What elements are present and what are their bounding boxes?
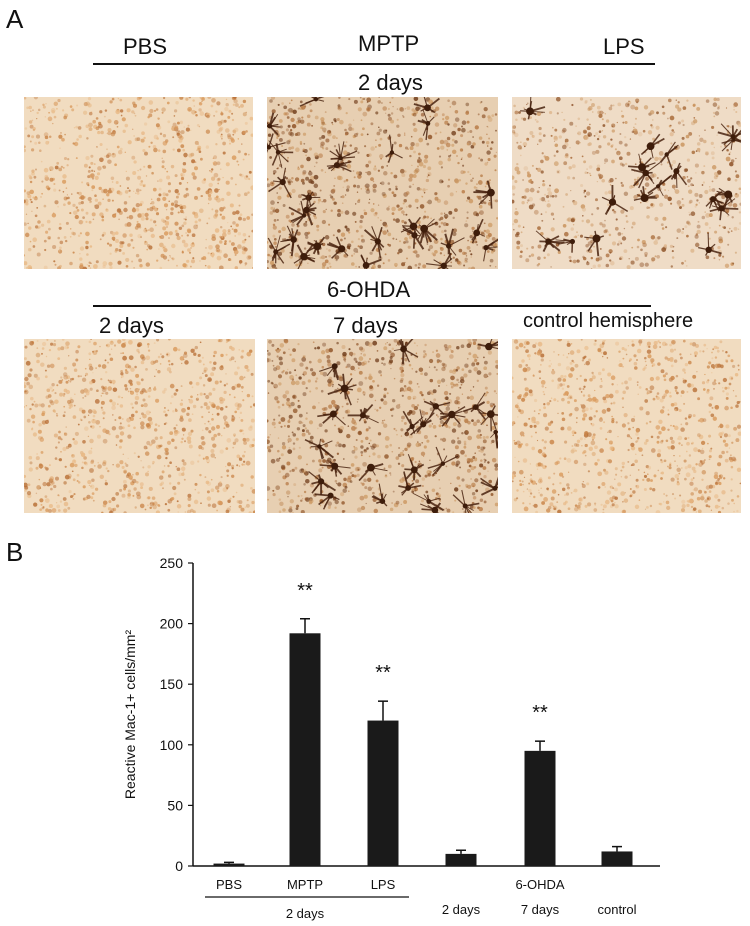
row2-group-label: 6-OHDA bbox=[327, 277, 411, 302]
category-label-3: 2 days bbox=[442, 902, 481, 917]
micrograph-lps-2days bbox=[512, 97, 741, 269]
y-tick-label: 150 bbox=[160, 676, 184, 692]
y-tick-label: 50 bbox=[167, 797, 183, 813]
group-label-2days: 2 days bbox=[286, 906, 325, 921]
bar-0 bbox=[213, 863, 245, 866]
row1-header-rule bbox=[93, 63, 655, 65]
y-axis-label: Reactive Mac-1+ cells/mm² bbox=[122, 630, 138, 800]
category-label-5: control bbox=[597, 902, 636, 917]
category-label-0: PBS bbox=[216, 877, 242, 892]
panel-a-letter: A bbox=[6, 4, 24, 34]
y-tick-label: 200 bbox=[160, 616, 184, 632]
row1-time-label: 2 days bbox=[358, 70, 423, 95]
bar-2 bbox=[367, 720, 399, 866]
y-tick-label: 100 bbox=[160, 737, 184, 753]
significance-marker-4: ** bbox=[532, 702, 548, 724]
header-ohda-7days: 7 days bbox=[333, 313, 398, 338]
micrograph-ohda-7days bbox=[267, 339, 498, 513]
y-tick-label: 250 bbox=[160, 555, 184, 571]
micrograph-ohda-control bbox=[512, 339, 741, 513]
bar-4 bbox=[524, 750, 556, 866]
category-label-4: 7 days bbox=[521, 902, 560, 917]
header-mptp: MPTP bbox=[358, 31, 420, 56]
category-label-2: LPS bbox=[371, 877, 396, 892]
bar-3 bbox=[445, 853, 477, 866]
panel-b-letter: B bbox=[6, 537, 24, 567]
bar-chart: 0 50 100 150 200 250 Reactive Mac-1+ cells/mm²… bbox=[122, 555, 660, 921]
category-label-1: MPTP bbox=[287, 877, 323, 892]
significance-marker-2: ** bbox=[375, 662, 391, 684]
row2-group-rule bbox=[93, 305, 651, 307]
micrograph-mptp-2days bbox=[267, 97, 498, 269]
bar-5 bbox=[601, 851, 633, 866]
header-pbs: PBS bbox=[123, 34, 168, 59]
header-control-hemisphere: control hemisphere bbox=[523, 310, 694, 332]
y-tick-label: 0 bbox=[175, 858, 183, 874]
header-lps: LPS bbox=[603, 34, 645, 59]
group-label-6ohda: 6-OHDA bbox=[515, 877, 564, 892]
header-ohda-2days: 2 days bbox=[99, 313, 164, 338]
significance-marker-1: ** bbox=[297, 580, 313, 602]
micrograph-pbs-2days bbox=[24, 97, 253, 269]
bar-1 bbox=[289, 633, 321, 866]
micrograph-ohda-2days bbox=[24, 339, 255, 513]
